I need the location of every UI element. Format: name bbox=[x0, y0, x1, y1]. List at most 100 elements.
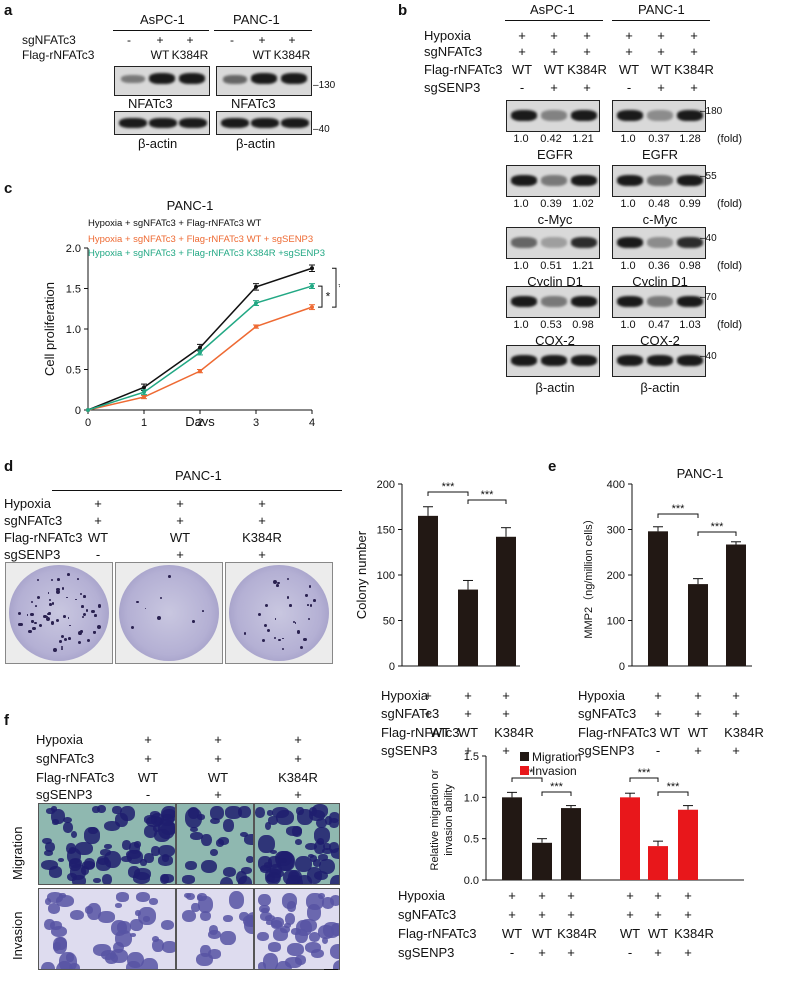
panel-a-marker-40: –40 bbox=[313, 124, 330, 135]
panel-a-label-nfatc3-1: NFATc3 bbox=[128, 96, 173, 111]
colony-dot bbox=[61, 587, 64, 590]
cell-blob bbox=[138, 906, 156, 925]
chart-c-point bbox=[198, 345, 202, 350]
migration-micrograph bbox=[176, 803, 254, 885]
panel-d-condition-value: + bbox=[176, 547, 184, 562]
panel-d-condition-value: WT bbox=[169, 530, 191, 545]
panel-f-condition-value: + bbox=[214, 732, 222, 747]
cell-blob bbox=[257, 962, 266, 969]
colony-dot bbox=[281, 647, 285, 651]
panel-a-sg-value: + bbox=[258, 33, 266, 47]
cell-blob bbox=[239, 831, 249, 838]
panel-b-fold-value: 1.21 bbox=[572, 260, 594, 272]
chart-e-y-tick-label: 400 bbox=[607, 479, 625, 491]
panel-b-band bbox=[541, 175, 567, 186]
chart-e-y-tick-label: 200 bbox=[607, 570, 625, 582]
colony-dot bbox=[67, 617, 70, 620]
panel-b-blot-label: COX-2 bbox=[640, 333, 680, 348]
chart-f-cond-value: + bbox=[654, 888, 662, 903]
panel-b-blot-label: EGFR bbox=[641, 147, 679, 162]
cell-blob bbox=[41, 860, 58, 871]
cell-blob bbox=[207, 949, 221, 959]
chart-c-point bbox=[142, 395, 146, 400]
chart-e-ylabel: MMP2（ng/million cells） bbox=[582, 513, 595, 638]
chart-f-cond-value: WT bbox=[531, 926, 553, 941]
colony-dot bbox=[67, 572, 71, 576]
chart-e-title: PANC-1 bbox=[677, 466, 724, 481]
chart-d-sig-bracket bbox=[467, 499, 507, 504]
cell-blob bbox=[281, 892, 298, 909]
panel-a-underline-2 bbox=[214, 30, 312, 31]
chart-e-bar bbox=[648, 531, 668, 666]
cell-blob bbox=[142, 916, 150, 922]
chart-e-cond-value: + bbox=[654, 688, 662, 703]
panel-b-fold-value: 1.03 bbox=[679, 319, 701, 331]
chart-e-bar bbox=[726, 544, 746, 666]
panel-b-fold-value: 0.53 bbox=[540, 319, 562, 331]
cell-blob bbox=[141, 958, 159, 969]
colony-dot bbox=[264, 604, 269, 608]
chart-f-cond-value: + bbox=[684, 945, 692, 960]
panel-b-hypoxia-value: + bbox=[518, 28, 526, 43]
cell-blob bbox=[47, 892, 63, 903]
cell-blob bbox=[70, 909, 85, 920]
cell-blob bbox=[92, 944, 111, 957]
chart-d-cond-value: - bbox=[425, 743, 431, 758]
chart-e-y-tick-label: 100 bbox=[607, 616, 625, 628]
colony-dot bbox=[286, 596, 289, 599]
colony-dot bbox=[97, 604, 102, 608]
panel-d-condition-value: + bbox=[258, 513, 266, 528]
cell-blob bbox=[294, 955, 306, 965]
cell-blob bbox=[262, 953, 278, 969]
panel-b-fold-value: 0.37 bbox=[648, 133, 670, 145]
cell-blob bbox=[313, 841, 325, 854]
colony-dot bbox=[305, 594, 308, 597]
panel-a-sg-value: - bbox=[127, 33, 131, 47]
chart-c-series-line bbox=[87, 306, 313, 411]
chart-e-y-tick-label: 300 bbox=[607, 525, 625, 537]
cell-blob bbox=[126, 850, 141, 860]
colony-dot bbox=[266, 628, 270, 633]
cell-blob bbox=[62, 822, 73, 834]
chart-d-bar bbox=[496, 536, 516, 666]
colony-dot bbox=[66, 596, 68, 599]
chart-e-bar bbox=[688, 584, 708, 666]
invasion-micrograph bbox=[176, 888, 254, 970]
panel-b-band bbox=[677, 296, 703, 307]
panel-b-band bbox=[647, 237, 673, 248]
panel-b-blot-label: Cyclin D1 bbox=[527, 274, 583, 289]
panel-a-sg-value: - bbox=[230, 33, 234, 47]
panel-b-letter: b bbox=[398, 2, 408, 19]
chart-f-y-tick-label: 1.0 bbox=[464, 792, 479, 804]
panel-b-fold-value: 0.36 bbox=[648, 260, 670, 272]
chart-d-bar bbox=[458, 589, 478, 666]
chart-f-sig-label: *** bbox=[550, 781, 564, 793]
colony-dot bbox=[80, 605, 84, 608]
panel-b-band bbox=[617, 175, 643, 186]
cell-blob bbox=[113, 941, 125, 954]
chart-d-cond-value: + bbox=[424, 706, 432, 721]
cell-blob bbox=[43, 918, 55, 930]
cell-blob bbox=[84, 858, 96, 870]
chart-f-ylabel-line2: invasion ability bbox=[443, 784, 455, 856]
colony-dot bbox=[308, 585, 312, 588]
cell-blob bbox=[43, 849, 54, 857]
chart-f-bar bbox=[502, 797, 522, 880]
panel-b-fold-unit: (fold) bbox=[717, 198, 743, 210]
chart-f-cond-value: + bbox=[538, 888, 546, 903]
panel-b-hypoxia-value: + bbox=[583, 28, 591, 43]
chart-c-point bbox=[310, 284, 314, 289]
panel-f-condition-value: WT bbox=[137, 770, 159, 785]
chart-c-point bbox=[254, 301, 258, 306]
colony-dot bbox=[28, 630, 32, 634]
chart-e-cond-row-label: sgNFATc3 bbox=[578, 706, 637, 721]
cell-blob bbox=[296, 806, 304, 816]
panel-b-band bbox=[617, 237, 643, 248]
cell-blob bbox=[52, 941, 60, 951]
panel-f-condition-value: + bbox=[294, 751, 302, 766]
panel-b-band bbox=[571, 296, 597, 307]
chart-d-colony-number: 0 50 100 150 200 Colony number *** *** bbox=[354, 479, 520, 673]
panel-b-flag-value: WT bbox=[618, 62, 640, 77]
colony-dot bbox=[47, 592, 50, 595]
panel-b-band bbox=[677, 175, 703, 186]
